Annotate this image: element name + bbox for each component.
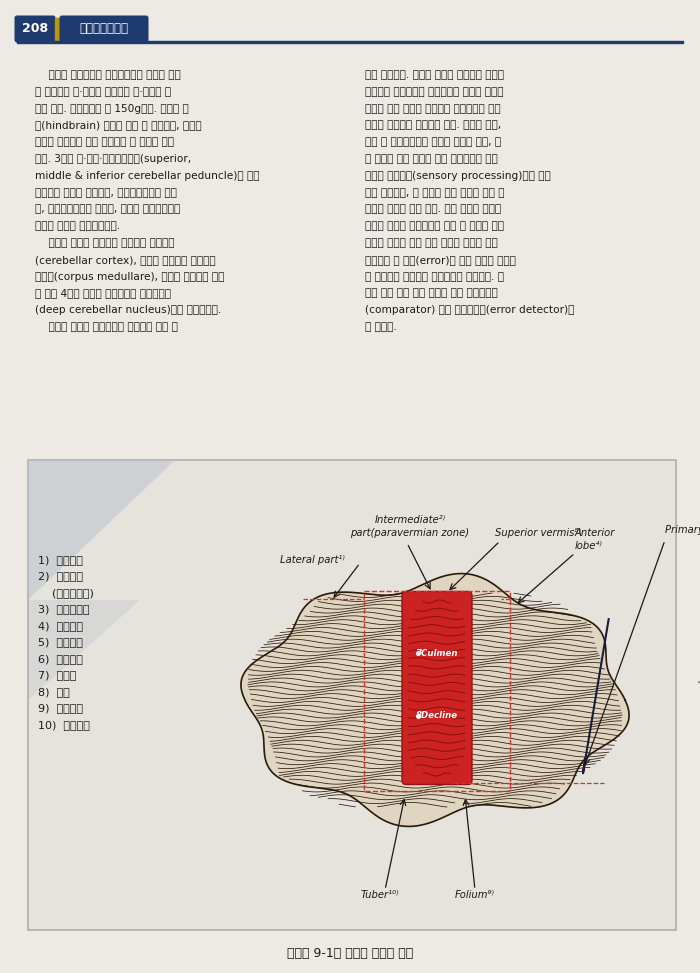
Text: 고 부른다.: 고 부른다. <box>365 322 397 332</box>
Text: 5)  첫째틈새: 5) 첫째틈새 <box>38 637 83 647</box>
Polygon shape <box>28 460 175 600</box>
FancyBboxPatch shape <box>15 16 55 43</box>
Text: Intermediate²⁾: Intermediate²⁾ <box>374 515 446 525</box>
Text: 비교하여 그 오차(error)를 찾아 교정해 줌으로: 비교하여 그 오차(error)를 찾아 교정해 줌으로 <box>365 255 516 265</box>
Text: Lateral part¹⁾: Lateral part¹⁾ <box>280 555 345 565</box>
Text: 질에서 형성된 수의운동의 계획 및 시행에 관한: 질에서 형성된 수의운동의 계획 및 시행에 관한 <box>365 221 504 232</box>
Bar <box>17 41 683 43</box>
Text: 4)  소뇌앞엽: 4) 소뇌앞엽 <box>38 621 83 631</box>
Text: (comparator) 또는 오차감지기(error detector)라: (comparator) 또는 오차감지기(error detector)라 <box>365 306 575 315</box>
Text: 없이 근육활동, 즉 현재의 진행 상황에 관한 고: 없이 근육활동, 즉 현재의 진행 상황에 관한 고 <box>365 188 505 198</box>
Text: 뇌줄기와 연결을 이루는데, 아래소뇌다리는 수뇌: 뇌줄기와 연결을 이루는데, 아래소뇌다리는 수뇌 <box>35 188 177 198</box>
Text: 7Culmen: 7Culmen <box>416 648 458 658</box>
Text: 소뇌는 전체적으로 달걀모양이며 정중면 부분: 소뇌는 전체적으로 달걀모양이며 정중면 부분 <box>35 70 181 80</box>
Text: (cerebellar cortex), 안쪽에 백색질로 이루어진: (cerebellar cortex), 안쪽에 백색질로 이루어진 <box>35 255 216 265</box>
Text: 유감각 정보를 받고 있다. 뿐만 아니라 대뇌피: 유감각 정보를 받고 있다. 뿐만 아니라 대뇌피 <box>365 204 501 214</box>
Text: 이 잘록하고 위·아래로 편평하며 좌·우로는 길: 이 잘록하고 위·아래로 편평하며 좌·우로는 길 <box>35 87 171 96</box>
Text: 소뇌는 바깥에 회색질로 이루어진 소뇌피질: 소뇌는 바깥에 회색질로 이루어진 소뇌피질 <box>35 238 174 248</box>
Text: 뇌(hindbrain) 중에서 가장 큰 부분이며, 뇌줄기: 뇌(hindbrain) 중에서 가장 큰 부분이며, 뇌줄기 <box>35 121 202 130</box>
Bar <box>364 591 510 790</box>
Text: 2)  중간부분: 2) 중간부분 <box>38 571 83 582</box>
Text: 9)  벌레이랑: 9) 벌레이랑 <box>38 703 83 713</box>
Text: 수질체(corpus medullare), 그리고 수질체에 파문: 수질체(corpus medullare), 그리고 수질체에 파문 <box>35 271 225 281</box>
Text: Anterior: Anterior <box>575 528 615 538</box>
Text: 7)  꼭대기: 7) 꼭대기 <box>38 670 76 680</box>
Text: 지들이 풍부하게 분포되어 있다. 소뇌는 피부,: 지들이 풍부하게 분포되어 있다. 소뇌는 피부, <box>365 121 501 130</box>
Text: Primary fissure⁵⁾: Primary fissure⁵⁾ <box>665 525 700 535</box>
Text: 써 움직임이 조화롭게 일어나도록 조정한다. 소: 써 움직임이 조화롭게 일어나도록 조정한다. 소 <box>365 271 504 281</box>
Text: 한다. 3쌍의 위·중간·아래소뇌다리(superior,: 한다. 3쌍의 위·중간·아래소뇌다리(superior, <box>35 154 191 164</box>
Text: 연결하는 감각신경과 운동신경의 중요한 통로에: 연결하는 감각신경과 운동신경의 중요한 통로에 <box>365 87 503 96</box>
Text: 절을 담당한다. 소뇌는 말초와 고위중추 사이를: 절을 담당한다. 소뇌는 말초와 고위중추 사이를 <box>365 70 504 80</box>
Text: 10)  벌레융기: 10) 벌레융기 <box>38 720 90 730</box>
Text: Tuber¹⁰⁾: Tuber¹⁰⁾ <box>360 890 399 900</box>
Text: 정보를 동시에 받고 있기 때문에 이들을 상호: 정보를 동시에 받고 있기 때문에 이들을 상호 <box>365 238 498 248</box>
Text: 이가 길다. 평균무게는 약 150g이다. 소뇌는 후: 이가 길다. 평균무게는 약 150g이다. 소뇌는 후 <box>35 103 189 114</box>
Text: 8Decline: 8Decline <box>416 711 458 720</box>
Text: 인접해 있어 오르고 내려가는 신경섬유의 곁가: 인접해 있어 오르고 내려가는 신경섬유의 곁가 <box>365 103 500 114</box>
FancyBboxPatch shape <box>402 592 472 784</box>
Bar <box>55 18 60 40</box>
Text: (벌레옆영역): (벌레옆영역) <box>38 588 94 598</box>
Text: 3)  위소뇌벌레: 3) 위소뇌벌레 <box>38 604 90 615</box>
Text: 소뇌의 기능은 무의식적인 수준에서 운동 조: 소뇌의 기능은 무의식적인 수준에서 운동 조 <box>35 322 178 332</box>
Text: 뒤쪽에 위치하고 있어 뇌줄기의 각 부분을 연결: 뒤쪽에 위치하고 있어 뇌줄기의 각 부분을 연결 <box>35 137 174 147</box>
Text: 〈그림 9-1〉 소뇌의 등쪽면 그림: 〈그림 9-1〉 소뇌의 등쪽면 그림 <box>287 947 413 960</box>
Text: 중뇌를 소뇌와 연결시켜준다.: 중뇌를 소뇌와 연결시켜준다. <box>35 221 120 232</box>
Text: Posterior⁶⁾: Posterior⁶⁾ <box>695 678 700 729</box>
Text: part(paravermian zone): part(paravermian zone) <box>351 528 470 538</box>
Text: 신경해부생리학: 신경해부생리학 <box>80 22 129 35</box>
Text: 8)  경사: 8) 경사 <box>38 687 70 697</box>
Text: lobe⁴⁾: lobe⁴⁾ <box>575 541 603 551</box>
Text: 208: 208 <box>22 22 48 35</box>
Text: 관절 및 근육으로부터 체감각 정보와 시각, 청: 관절 및 근육으로부터 체감각 정보와 시각, 청 <box>365 137 501 147</box>
Polygon shape <box>241 573 629 826</box>
Text: 6)  소뇌뒤엽: 6) 소뇌뒤엽 <box>38 654 83 664</box>
FancyBboxPatch shape <box>60 16 148 43</box>
Bar <box>28 460 676 930</box>
Polygon shape <box>28 600 140 700</box>
Text: Folium⁹⁾: Folium⁹⁾ <box>455 890 495 900</box>
Text: 뇌의 이와 같은 기능 때문에 일명 비교측정기: 뇌의 이와 같은 기능 때문에 일명 비교측정기 <box>365 288 498 299</box>
Text: middle & inferior cerebellar peduncle)에 의해: middle & inferior cerebellar peduncle)에 … <box>35 171 260 181</box>
Text: 각 그리고 신체 평형에 관한 감각정보를 받고: 각 그리고 신체 평형에 관한 감각정보를 받고 <box>365 154 498 164</box>
Text: Superior vermis⁸⁾: Superior vermis⁸⁾ <box>495 528 581 538</box>
Text: (deep cerebellar nucleus)으로 이루어진다.: (deep cerebellar nucleus)으로 이루어진다. <box>35 306 221 315</box>
Text: 1)  외측부분: 1) 외측부분 <box>38 555 83 565</box>
Text: 를, 중간소뇌다리는 교뇌를, 그리고 위소뇌다리는: 를, 중간소뇌다리는 교뇌를, 그리고 위소뇌다리는 <box>35 204 181 214</box>
Text: 혀 있는 4쌍의 신경핵 덩어리들인 깊은소뇌핵: 혀 있는 4쌍의 신경핵 덩어리들인 깊은소뇌핵 <box>35 288 171 299</box>
Text: 있지만 감각처리(sensory processing)와는 관계: 있지만 감각처리(sensory processing)와는 관계 <box>365 171 551 181</box>
